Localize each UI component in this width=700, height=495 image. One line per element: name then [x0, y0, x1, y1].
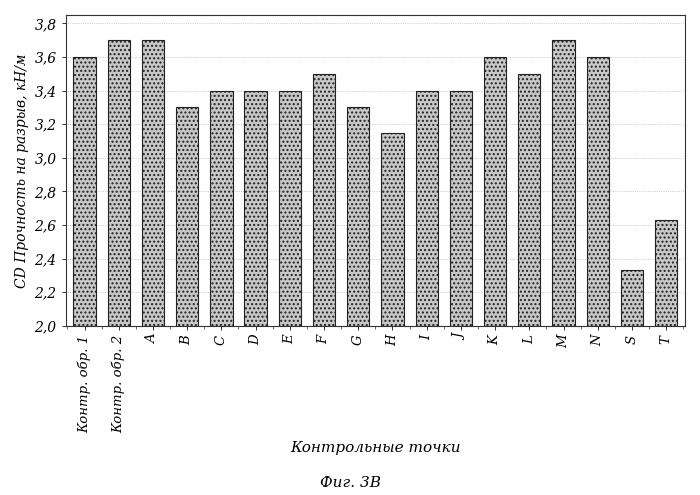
Bar [313, 74, 335, 326]
Bar [655, 220, 678, 326]
Bar [244, 91, 267, 326]
Y-axis label: CD Прочность на разрыв, кН/м: CD Прочность на разрыв, кН/м [15, 53, 29, 288]
Bar [382, 133, 404, 326]
Bar [108, 40, 130, 326]
Bar [176, 107, 198, 326]
Bar [142, 40, 164, 326]
Bar [587, 57, 609, 326]
Bar [518, 74, 540, 326]
Bar [450, 91, 472, 326]
Text: Фиг. 3В: Фиг. 3В [319, 476, 381, 490]
Bar [210, 91, 232, 326]
Bar [484, 57, 506, 326]
Bar [347, 107, 370, 326]
Bar [416, 91, 438, 326]
Bar [74, 57, 96, 326]
Bar [552, 40, 575, 326]
X-axis label: Контрольные точки: Контрольные точки [290, 441, 461, 455]
Bar [621, 270, 643, 326]
Bar [279, 91, 301, 326]
